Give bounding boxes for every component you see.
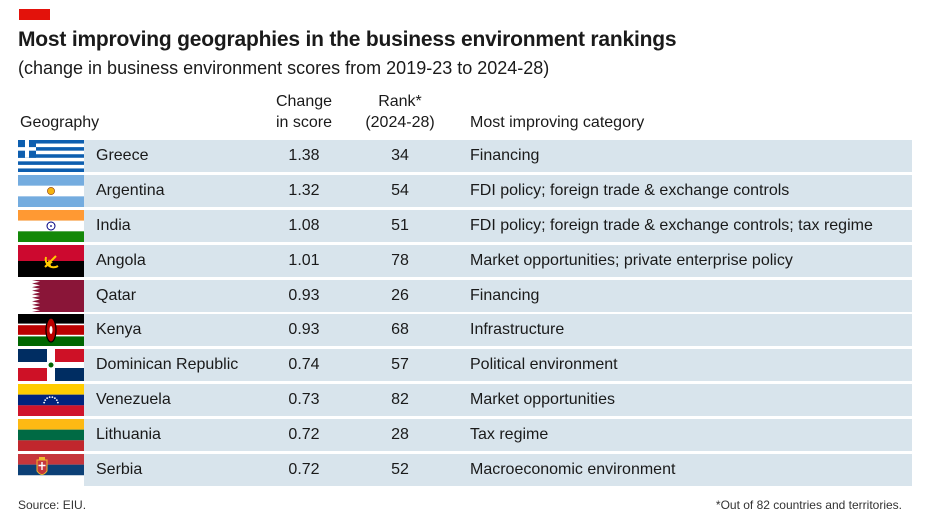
country-cell: Venezuela <box>96 391 171 409</box>
serbia-flag-icon <box>18 454 84 487</box>
country-cell: Argentina <box>96 181 165 199</box>
source-note: Source: EIU. <box>18 498 87 512</box>
header-change: Change in score <box>275 93 333 131</box>
lithuania-flag-icon <box>18 419 84 452</box>
table-row: Angola 1.01 78 Market opportunities; privat… <box>18 244 912 277</box>
venezuela-flag-icon <box>18 384 84 417</box>
country-cell: Dominican Republic <box>96 356 239 374</box>
country-cell: Lithuania <box>96 426 161 444</box>
table-row: Kenya 0.93 68 Infrastructure <box>18 314 912 347</box>
change-cell: 1.01 <box>288 251 320 269</box>
india-flag-icon <box>18 209 84 242</box>
rank-cell: 34 <box>391 147 409 164</box>
change-cell: 0.72 <box>288 426 320 444</box>
change-cell: 0.93 <box>288 321 320 339</box>
change-cell: 1.38 <box>288 147 320 164</box>
rank-cell: 57 <box>391 356 409 374</box>
rank-cell: 68 <box>391 321 409 339</box>
rank-cell: 82 <box>391 391 409 409</box>
header-geography: Geography <box>20 114 100 131</box>
category-cell: Political environment <box>470 356 618 374</box>
table-row: Venezuela 0.73 82 Market opportunities <box>18 384 912 417</box>
category-cell: Market opportunities; private enterprise… <box>470 251 793 269</box>
table-row: India 1.08 51 FDI policy; foreign trade & e… <box>18 209 912 242</box>
header-rank: Rank* (2024-28) <box>365 93 435 131</box>
header-category: Most improving category <box>470 114 645 131</box>
rank-cell: 54 <box>391 181 409 199</box>
rank-cell: 51 <box>391 216 409 234</box>
country-cell: Angola <box>96 251 146 269</box>
category-cell: Market opportunities <box>470 391 615 409</box>
category-cell: Macroeconomic environment <box>470 461 676 479</box>
category-cell: Tax regime <box>470 426 549 444</box>
rank-cell: 52 <box>391 461 409 479</box>
rank-cell: 26 <box>391 286 409 304</box>
category-cell: FDI policy; foreign trade & exchange con… <box>470 181 790 199</box>
chart-subtitle: (change in business environment scores f… <box>18 58 550 78</box>
greece-flag-icon <box>18 140 84 172</box>
change-cell: 0.74 <box>288 356 320 374</box>
change-cell: 1.32 <box>288 181 320 199</box>
table-row: Qatar 0.93 26 Financing <box>18 279 912 312</box>
change-cell: 0.73 <box>288 391 320 409</box>
category-cell: Financing <box>470 286 540 304</box>
change-cell: 1.08 <box>288 216 320 234</box>
country-cell: India <box>96 216 131 234</box>
argentina-flag-icon <box>18 174 84 207</box>
country-cell: Serbia <box>96 461 143 479</box>
change-cell: 0.72 <box>288 461 320 479</box>
table-row: Serbia 0.72 52 Macroeconomic environment <box>18 454 912 487</box>
category-cell: FDI policy; foreign trade & exchange con… <box>470 216 873 234</box>
dominican-republic-flag-icon <box>18 349 84 382</box>
angola-flag-icon <box>18 244 84 277</box>
qatar-flag-icon <box>18 279 84 312</box>
country-cell: Qatar <box>96 286 137 304</box>
change-cell: 0.93 <box>288 286 320 304</box>
category-cell: Financing <box>470 147 540 164</box>
rank-cell: 28 <box>391 426 409 444</box>
table-row: Argentina 1.32 54 FDI policy; foreign trade… <box>18 174 912 207</box>
country-cell: Kenya <box>96 321 142 339</box>
rank-cell: 78 <box>391 251 409 269</box>
chart-title: Most improving geographies in the busine… <box>18 28 677 51</box>
kenya-flag-icon <box>18 314 84 347</box>
table-row: Greece 1.38 34 Financing <box>18 140 912 172</box>
table-row: Dominican Republic 0.74 57 Political enviro… <box>18 349 912 382</box>
category-cell: Infrastructure <box>470 321 565 339</box>
country-cell: Greece <box>96 147 149 164</box>
footnote: *Out of 82 countries and territories. <box>715 498 902 512</box>
brand-accent-bar <box>19 9 50 20</box>
ranking-table: Greece 1.38 34 Financing Argentina 1.32 54 FDI … <box>18 140 912 489</box>
table-row: Lithuania 0.72 28 Tax regime <box>18 419 912 452</box>
